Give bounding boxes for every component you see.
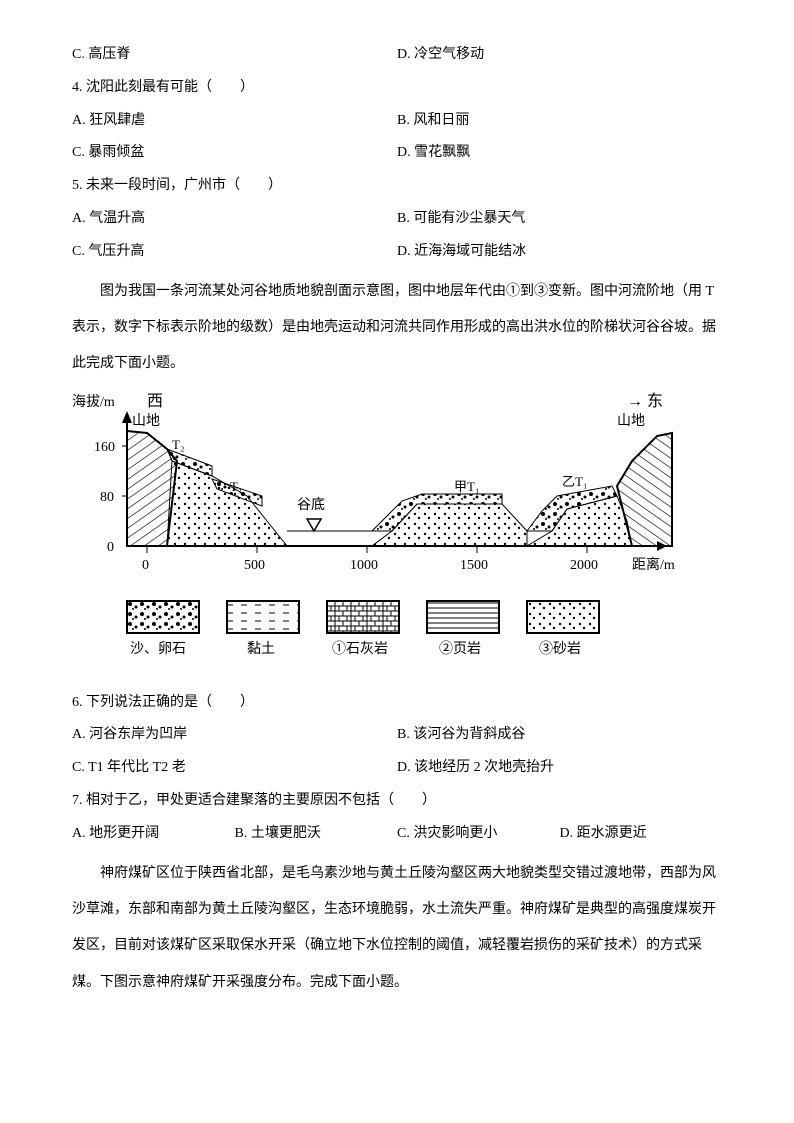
ylabel: 海拔/m	[72, 394, 115, 410]
q6-opt-c: C. T1 年代比 T2 老	[72, 753, 397, 784]
leg3: ①石灰岩	[332, 641, 388, 657]
q6-options-cd: C. T1 年代比 T2 老 D. 该地经历 2 次地壳抬升	[72, 753, 722, 784]
ytick-0: 0	[107, 540, 114, 555]
t1-label-w: T₁	[230, 479, 242, 494]
q4-options-cd: C. 暴雨倾盆 D. 雪花飘飘	[72, 138, 722, 169]
valley-diagram: 海拔/m 西 → 东 山地 山地 0 80 160 0 500 1000 150…	[72, 391, 722, 684]
mountain-w: 山地	[132, 413, 160, 429]
passage-2: 神府煤矿区位于陕西省北部，是毛乌素沙地与黄土丘陵沟壑区两大地貌类型交错过渡地带，…	[72, 856, 722, 1002]
leg4: ②页岩	[439, 641, 481, 657]
q4-opt-b: B. 风和日丽	[397, 106, 722, 137]
yi-t1: 乙T₁	[562, 474, 587, 489]
q4-opt-c: C. 暴雨倾盆	[72, 138, 397, 169]
passage-1: 图为我国一条河流某处河谷地质地貌剖面示意图，图中地层年代由①到③变新。图中河流阶…	[72, 274, 722, 383]
leg1: 沙、卵石	[130, 641, 186, 657]
q6-opt-d: D. 该地经历 2 次地壳抬升	[397, 753, 722, 784]
q5-stem: 5. 未来一段时间，广州市（ ）	[72, 171, 722, 202]
mountain-e: 山地	[617, 413, 645, 429]
ytick-160: 160	[94, 440, 115, 455]
q4-stem: 4. 沈阳此刻最有可能（ ）	[72, 73, 722, 104]
q3-options-cd: C. 高压脊 D. 冷空气移动	[72, 40, 722, 71]
q6-stem: 6. 下列说法正确的是（ ）	[72, 688, 722, 719]
q6-options-ab: A. 河谷东岸为凹岸 B. 该河谷为背斜成谷	[72, 720, 722, 751]
q5-options-ab: A. 气温升高 B. 可能有沙尘暴天气	[72, 204, 722, 235]
q4-opt-d: D. 雪花飘飘	[397, 138, 722, 169]
q7-stem: 7. 相对于乙，甲处更适合建聚落的主要原因不包括（ ）	[72, 786, 722, 817]
xtick-2000: 2000	[570, 558, 598, 573]
xlabel: 距离/m	[632, 556, 675, 573]
q7-options: A. 地形更开阔 B. 土壤更肥沃 C. 洪灾影响更小 D. 距水源更近	[72, 819, 722, 850]
q7-opt-c: C. 洪灾影响更小	[397, 819, 560, 850]
q7-opt-b: B. 土壤更肥沃	[235, 819, 398, 850]
q6-opt-a: A. 河谷东岸为凹岸	[72, 720, 397, 751]
xtick-1500: 1500	[460, 558, 488, 573]
arrow: →	[627, 393, 643, 410]
q5-opt-b: B. 可能有沙尘暴天气	[397, 204, 722, 235]
q5-opt-d: D. 近海海域可能结冰	[397, 237, 722, 268]
t2-label: T₂	[172, 437, 184, 452]
q7-opt-d: D. 距水源更近	[560, 819, 723, 850]
jia-t1: 甲T₁	[454, 479, 479, 494]
q3-opt-c: C. 高压脊	[72, 40, 397, 71]
q5-opt-a: A. 气温升高	[72, 204, 397, 235]
q5-opt-c: C. 气压升高	[72, 237, 397, 268]
q4-options-ab: A. 狂风肆虐 B. 风和日丽	[72, 106, 722, 137]
leg2: 黏土	[247, 641, 275, 657]
q5-options-cd: C. 气压升高 D. 近海海域可能结冰	[72, 237, 722, 268]
q4-opt-a: A. 狂风肆虐	[72, 106, 397, 137]
valley-label: 谷底	[297, 497, 325, 513]
west-label: 西	[147, 393, 163, 410]
leg5: ③砂岩	[539, 641, 581, 657]
xtick-500: 500	[244, 558, 265, 573]
xtick-1000: 1000	[350, 558, 378, 573]
q3-opt-d: D. 冷空气移动	[397, 40, 722, 71]
xtick-0: 0	[142, 558, 149, 573]
q7-opt-a: A. 地形更开阔	[72, 819, 235, 850]
east-label: 东	[647, 392, 663, 410]
q6-opt-b: B. 该河谷为背斜成谷	[397, 720, 722, 751]
ytick-80: 80	[100, 490, 114, 505]
